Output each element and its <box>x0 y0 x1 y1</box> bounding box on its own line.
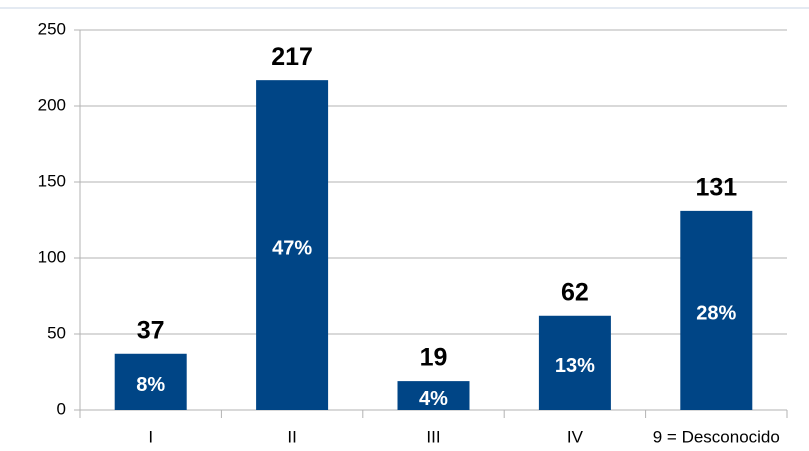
x-tick-label: I <box>148 427 153 446</box>
x-tick-label: II <box>287 427 296 446</box>
value-label: 131 <box>695 173 737 201</box>
value-label: 217 <box>271 43 313 71</box>
bar <box>397 381 470 410</box>
bar <box>256 80 329 410</box>
share-label: 4% <box>419 388 448 410</box>
share-label: 8% <box>136 374 165 396</box>
value-label: 62 <box>561 278 589 306</box>
y-tick-label: 0 <box>57 399 66 418</box>
y-tick-label: 150 <box>38 171 66 190</box>
share-label: 28% <box>696 303 736 325</box>
bar <box>680 210 753 410</box>
x-tick-label: III <box>426 427 440 446</box>
y-tick-label: 100 <box>38 247 66 266</box>
value-label: 19 <box>420 344 448 372</box>
share-label: 13% <box>555 355 595 377</box>
x-tick-label: 9 = Desconocido <box>653 427 780 446</box>
x-tick-label: IV <box>567 427 584 446</box>
share-label: 47% <box>272 237 312 259</box>
bar <box>538 315 611 410</box>
y-tick-label: 50 <box>47 323 66 342</box>
y-tick-label: 200 <box>38 95 66 114</box>
y-tick-label: 250 <box>38 19 66 38</box>
value-label: 37 <box>137 316 165 344</box>
bar <box>114 353 187 410</box>
